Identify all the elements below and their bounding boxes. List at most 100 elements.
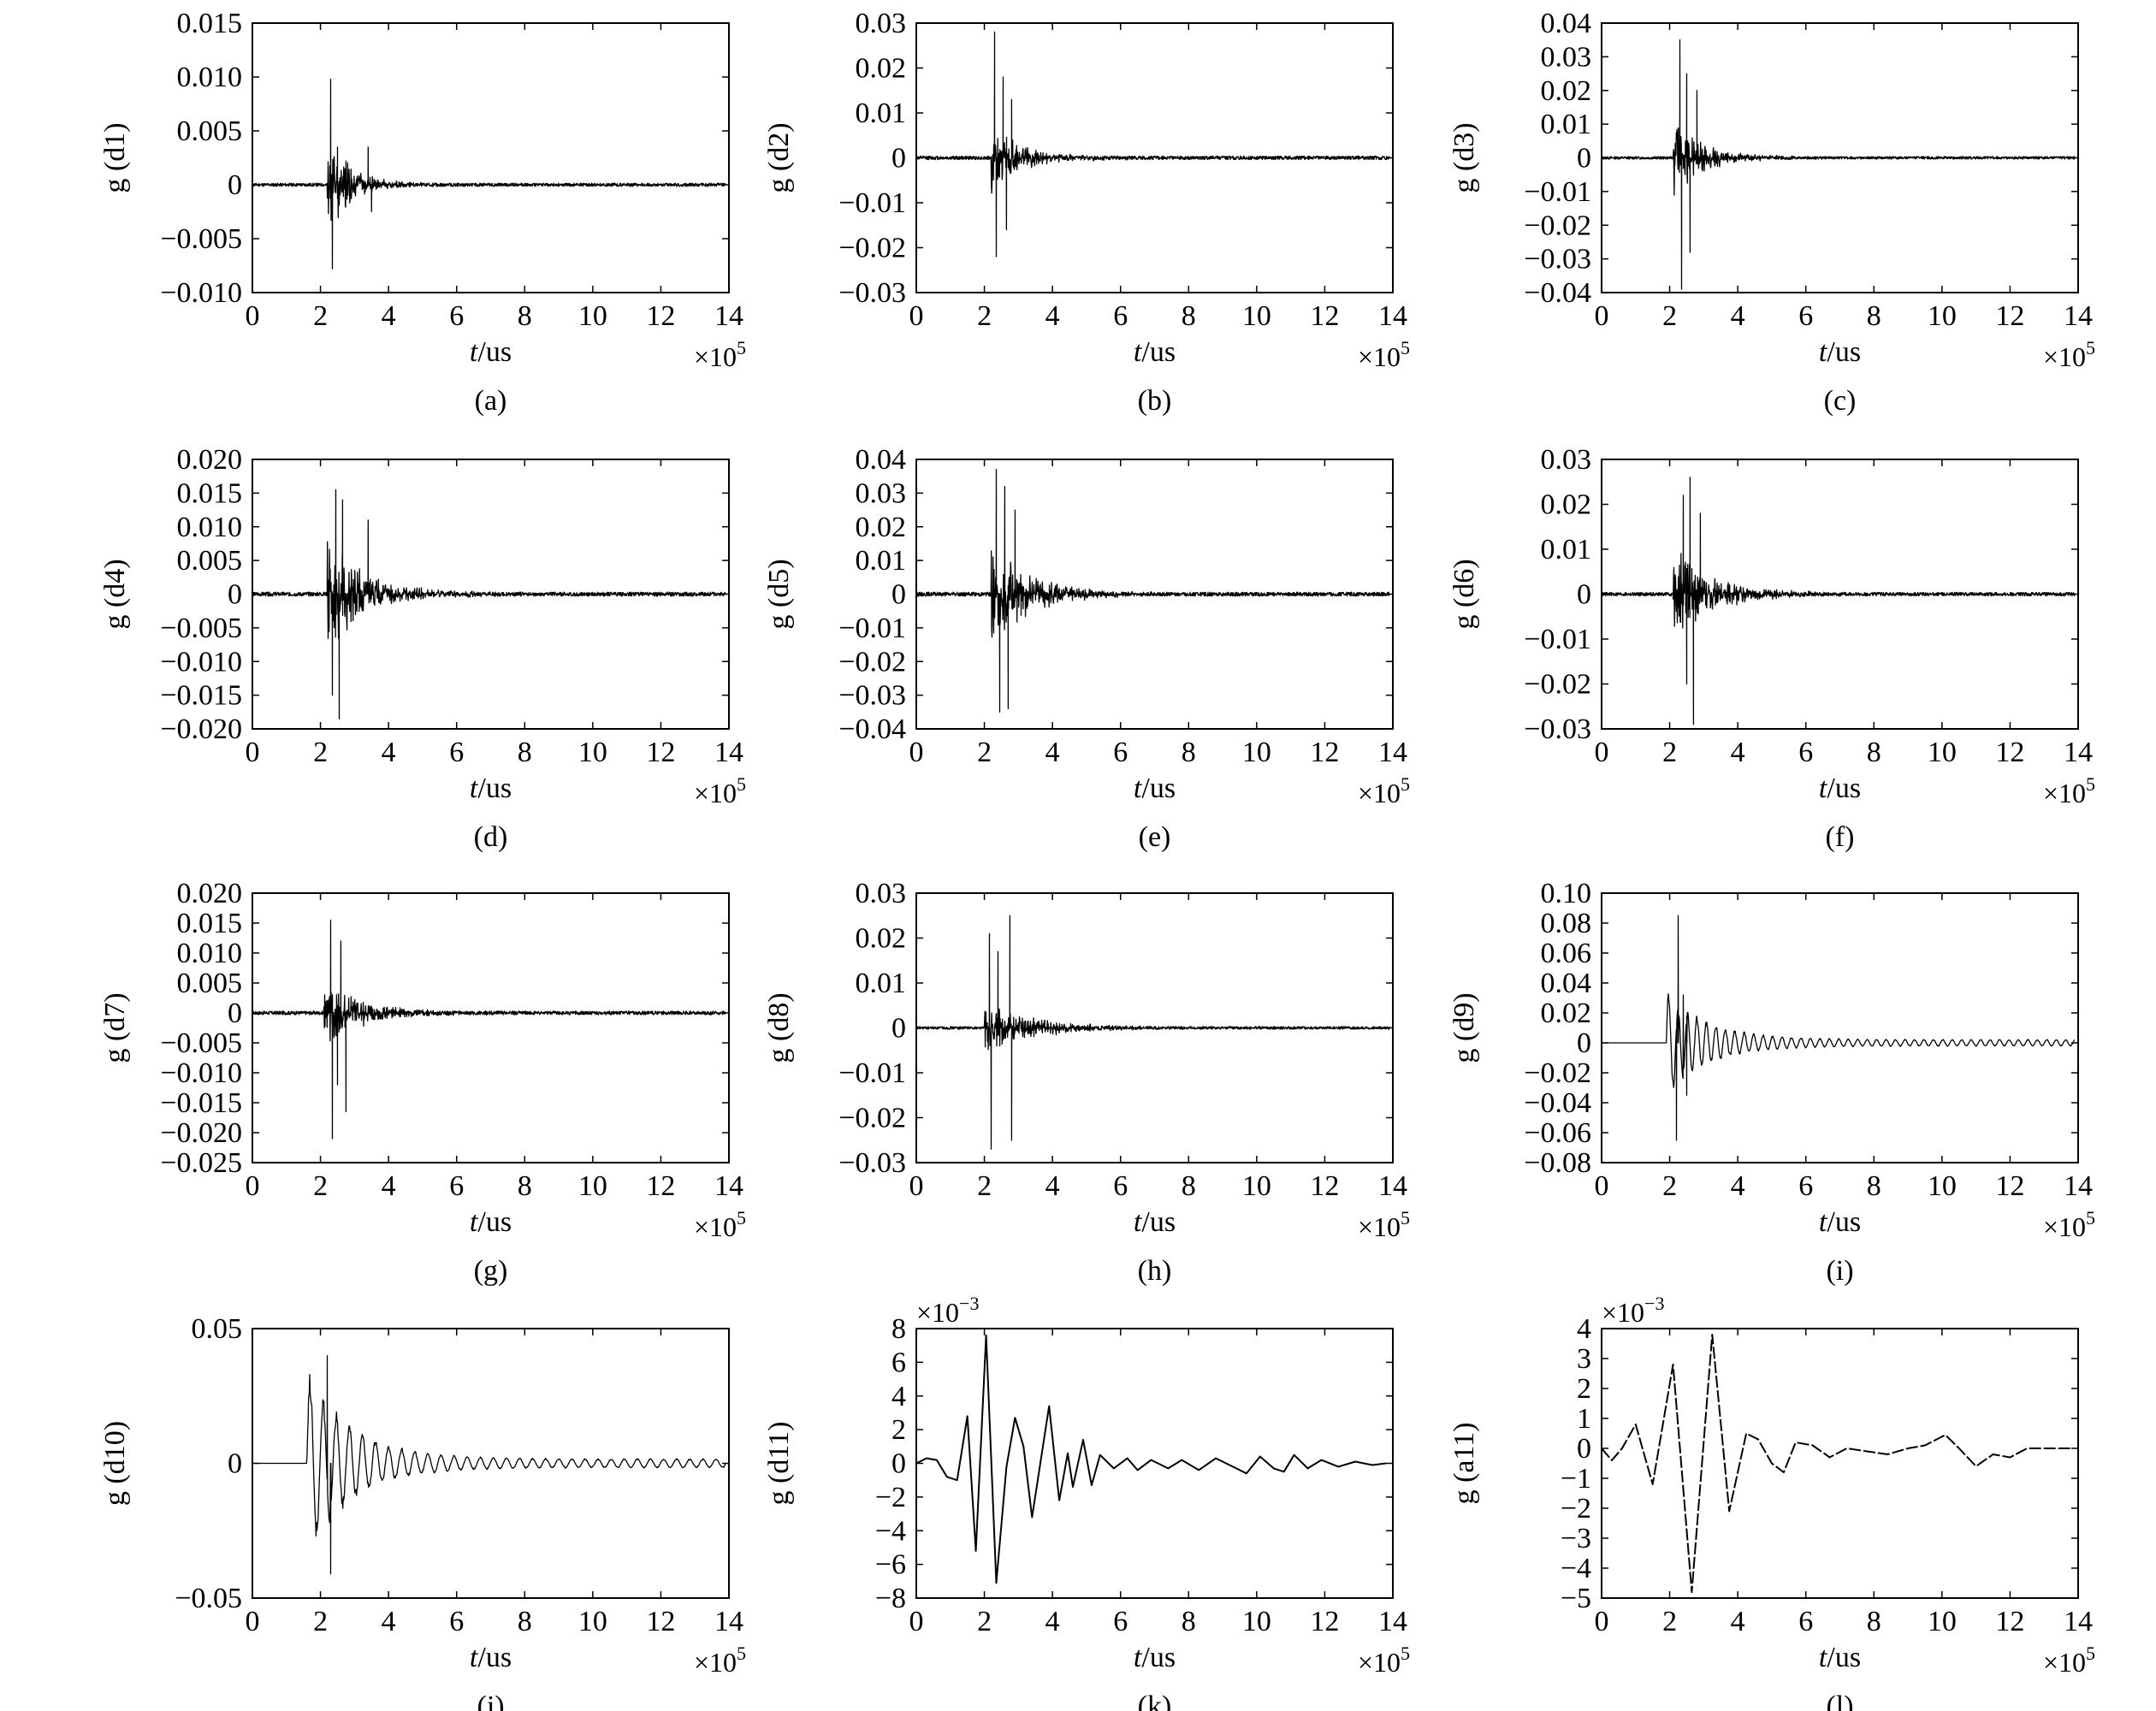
- y-tick-label: −0.010: [160, 1057, 242, 1089]
- y-axis-label: g (a11): [1448, 1423, 1480, 1505]
- x-multiplier: ×105: [2043, 1643, 2095, 1678]
- panel-label: (l): [1826, 1690, 1853, 1711]
- x-tick-label: 6: [449, 1170, 464, 1202]
- x-tick-label: 4: [1045, 300, 1060, 332]
- chart-panel-3: 0 2 4 6 8 10 12 14−0.04−0.03−0.02−0.0100.010.02…: [1448, 8, 2095, 417]
- y-tick-label: 0.010: [177, 512, 243, 543]
- x-tick-label: 0: [909, 1606, 924, 1637]
- y-axis-label: g (d11): [763, 1422, 795, 1506]
- x-axis-label: t/us: [1819, 336, 1861, 368]
- y-tick-label: 0.01: [856, 968, 907, 999]
- x-tick-label: 12: [1310, 300, 1339, 332]
- series-line: [1601, 39, 2076, 290]
- y-tick-label: 0.01: [1541, 109, 1592, 140]
- y-tick-label: 0.005: [177, 968, 243, 999]
- x-axis-label: t/us: [470, 1642, 512, 1673]
- y-tick-label: −0.02: [838, 233, 906, 264]
- y-tick-label: −0.03: [1524, 713, 1591, 745]
- x-tick-label: 2: [1662, 737, 1677, 768]
- y-tick-label: 0: [891, 1013, 906, 1045]
- series-line: [915, 469, 1390, 713]
- x-tick-label: 4: [1731, 1170, 1745, 1202]
- x-tick-label: 14: [714, 737, 743, 768]
- panel-label: (e): [1139, 821, 1171, 853]
- x-tick-label: 14: [2064, 1606, 2093, 1637]
- x-axis-label: t/us: [1134, 336, 1176, 368]
- y-tick-label: 0: [228, 579, 242, 611]
- x-multiplier: ×105: [694, 337, 746, 372]
- y-tick-label: −5: [1561, 1583, 1591, 1614]
- x-tick-label: 4: [382, 1606, 396, 1637]
- y-tick-label: 8: [891, 1313, 906, 1345]
- y-tick-label: 0.04: [1541, 8, 1592, 39]
- x-tick-label: 0: [246, 300, 260, 332]
- x-tick-label: 14: [714, 1606, 743, 1637]
- x-tick-label: 10: [1928, 300, 1957, 332]
- y-tick-label: 0.020: [177, 878, 243, 909]
- x-tick-label: 6: [1113, 1170, 1128, 1202]
- y-axis-label: g (d3): [1448, 122, 1480, 192]
- series-line: [252, 488, 726, 719]
- x-tick-label: 14: [2064, 1170, 2093, 1202]
- y-tick-label: −0.02: [838, 1103, 906, 1134]
- x-tick-label: 2: [977, 1606, 992, 1637]
- y-tick-label: −0.02: [838, 646, 906, 678]
- x-axis-label: t/us: [1134, 1206, 1176, 1238]
- series-line: [1601, 1334, 2071, 1593]
- y-tick-label: −0.005: [160, 223, 242, 255]
- x-tick-label: 10: [578, 1606, 607, 1637]
- y-tick-label: 0.03: [856, 878, 907, 909]
- y-tick-label: −2: [1561, 1493, 1591, 1525]
- x-tick-label: 0: [1595, 1170, 1609, 1202]
- x-tick-label: 14: [714, 300, 743, 332]
- x-tick-label: 10: [1928, 1606, 1957, 1637]
- x-tick-label: 6: [1113, 1606, 1128, 1637]
- y-tick-label: 0.005: [177, 545, 243, 577]
- x-tick-label: 10: [1242, 300, 1271, 332]
- plot-frame: [252, 892, 730, 1163]
- y-axis-label: g (d1): [99, 122, 131, 192]
- x-tick-label: 6: [1798, 737, 1813, 768]
- y-tick-label: 0.02: [1541, 489, 1592, 521]
- y-tick-label: −0.01: [838, 1057, 906, 1089]
- x-tick-label: 8: [1867, 737, 1881, 768]
- x-tick-label: 2: [977, 737, 992, 768]
- y-tick-label: 0.03: [1541, 41, 1592, 73]
- y-tick-label: 0.015: [177, 8, 243, 39]
- x-tick-label: 0: [246, 1606, 260, 1637]
- y-tick-label: −0.03: [838, 680, 906, 712]
- x-tick-label: 14: [1378, 1170, 1407, 1202]
- y-axis-label: g (d5): [763, 559, 795, 629]
- y-tick-label: 0.020: [177, 444, 243, 476]
- y-tick-label: 0: [1577, 1433, 1591, 1465]
- y-axis-label: g (d9): [1448, 992, 1480, 1063]
- y-tick-label: 0.01: [856, 545, 907, 577]
- y-tick-label: −0.010: [160, 646, 242, 678]
- x-tick-label: 8: [518, 300, 532, 332]
- y-tick-label: 0.02: [1541, 998, 1592, 1029]
- x-tick-label: 10: [578, 737, 607, 768]
- y-tick-label: 0: [891, 579, 906, 611]
- y-tick-label: 0.06: [1541, 938, 1592, 969]
- panel-label: (g): [474, 1255, 508, 1287]
- panel-label: (a): [475, 385, 507, 417]
- x-tick-label: 2: [313, 1170, 328, 1202]
- panel-label: (f): [1826, 821, 1855, 853]
- x-tick-label: 6: [449, 1606, 464, 1637]
- series-line: [252, 78, 726, 269]
- x-tick-label: 4: [1045, 737, 1060, 768]
- y-axis-label: g (d4): [99, 559, 131, 629]
- y-tick-label: −0.01: [1524, 176, 1591, 208]
- x-tick-label: 14: [714, 1170, 743, 1202]
- y-tick-label: 0.005: [177, 115, 243, 147]
- panel-label: (i): [1826, 1255, 1853, 1287]
- x-tick-label: 6: [449, 300, 464, 332]
- y-tick-label: −8: [875, 1583, 906, 1614]
- x-tick-label: 10: [1928, 737, 1957, 768]
- x-tick-label: 12: [1310, 1606, 1339, 1637]
- y-tick-label: 0.02: [856, 53, 907, 85]
- series-line: [915, 1334, 1387, 1584]
- y-tick-label: 0.05: [192, 1313, 243, 1345]
- x-tick-label: 2: [1662, 1606, 1677, 1637]
